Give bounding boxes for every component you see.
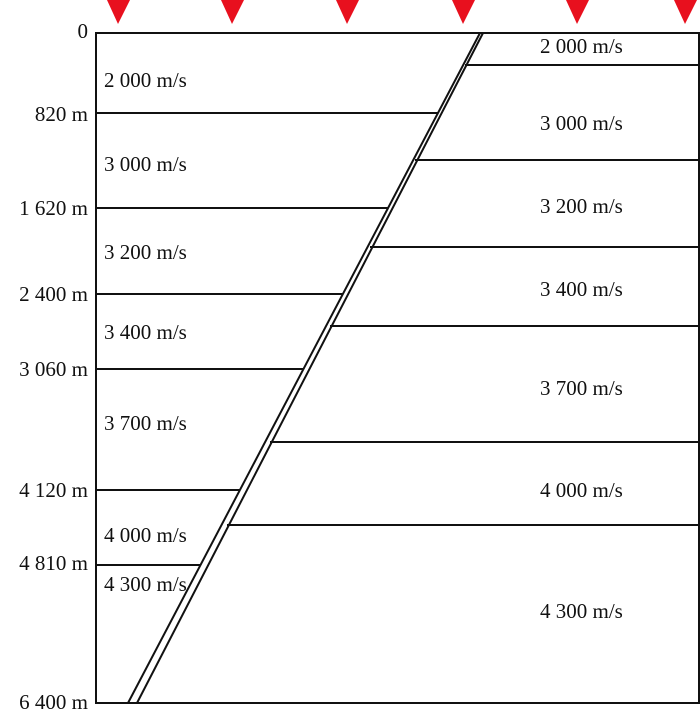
receiver (336, 0, 359, 24)
receiver (107, 0, 130, 24)
velocity-label: 3 000 m/s (104, 152, 187, 176)
receivers (107, 0, 697, 24)
depth-label: 3 060 m (19, 357, 88, 381)
left-interfaces (96, 112, 438, 566)
velocity-label: 3 200 m/s (104, 240, 187, 264)
depth-label: 0 (78, 19, 89, 43)
velocity-label: 3 200 m/s (540, 194, 623, 218)
receiver (674, 0, 697, 24)
depth-label: 2 400 m (19, 282, 88, 306)
receiver (566, 0, 589, 24)
depth-label: 4 120 m (19, 478, 88, 502)
velocity-label: 4 300 m/s (104, 572, 187, 596)
receiver (452, 0, 475, 24)
depth-label: 6 400 m (19, 690, 88, 714)
depth-label: 4 810 m (19, 551, 88, 575)
right-velocities: 2 000 m/s 3 000 m/s 3 200 m/s 3 400 m/s … (540, 34, 623, 623)
depth-label: 1 620 m (19, 196, 88, 220)
receiver (221, 0, 244, 24)
left-velocities: 2 000 m/s 3 000 m/s 3 200 m/s 3 400 m/s … (104, 68, 187, 596)
velocity-label: 3 700 m/s (540, 376, 623, 400)
velocity-label: 4 300 m/s (540, 599, 623, 623)
velocity-label: 3 000 m/s (540, 111, 623, 135)
fault-line (136, 32, 484, 704)
depth-label: 820 m (35, 102, 88, 126)
velocity-label: 4 000 m/s (540, 478, 623, 502)
velocity-label: 2 000 m/s (104, 68, 187, 92)
velocity-label: 3 400 m/s (540, 277, 623, 301)
velocity-label: 3 400 m/s (104, 320, 187, 344)
depth-labels: 0 820 m 1 620 m 2 400 m 3 060 m 4 120 m … (19, 19, 88, 714)
velocity-label: 3 700 m/s (104, 411, 187, 435)
velocity-label: 4 000 m/s (104, 523, 187, 547)
velocity-label: 2 000 m/s (540, 34, 623, 58)
right-interfaces (227, 64, 699, 526)
